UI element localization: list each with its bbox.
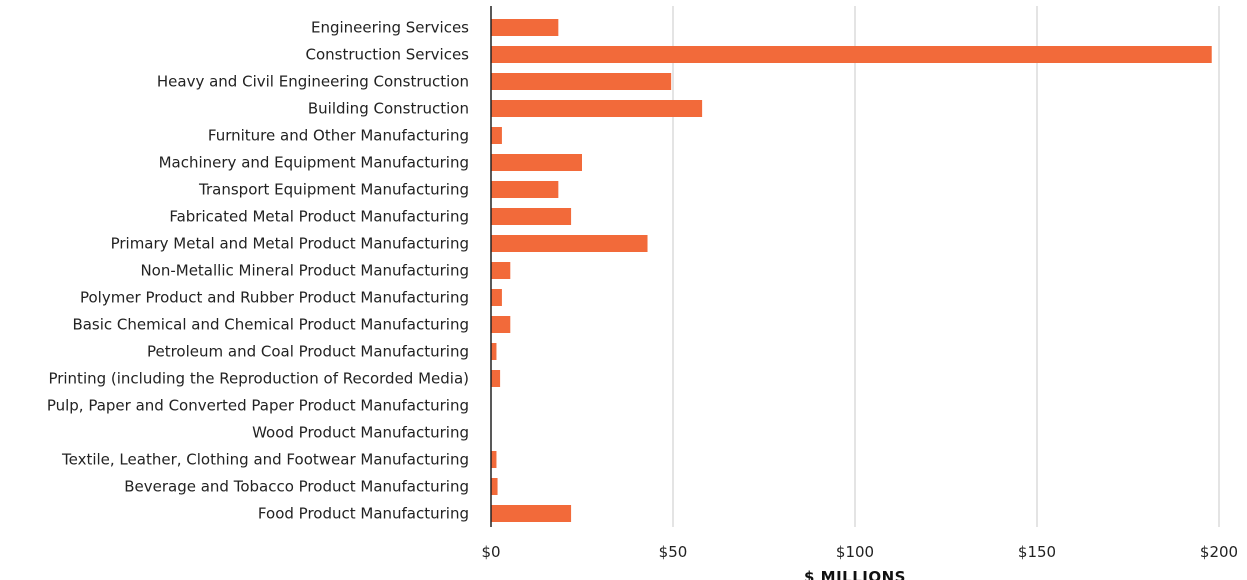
gridlines	[672, 6, 1220, 527]
bar	[491, 154, 582, 171]
category-label: Polymer Product and Rubber Product Manuf…	[80, 289, 469, 307]
x-tick-labels: $0 $50 $100 $150 $200	[481, 543, 1238, 561]
bar	[491, 19, 559, 36]
bars	[491, 19, 1212, 522]
bar	[491, 235, 648, 252]
category-label: Furniture and Other Manufacturing	[208, 127, 469, 145]
bar	[491, 208, 572, 225]
category-labels: Engineering Services Construction Service…	[47, 19, 469, 523]
x-tick-label: $100	[836, 543, 874, 561]
category-label: Fabricated Metal Product Manufacturing	[169, 208, 469, 226]
category-label: Petroleum and Coal Product Manufacturing	[147, 343, 469, 361]
bar	[491, 370, 501, 387]
x-axis-title: $ MILLIONS	[804, 568, 906, 580]
bar	[491, 478, 498, 495]
category-label: Textile, Leather, Clothing and Footwear …	[61, 451, 469, 469]
bar	[491, 289, 502, 306]
category-label: Engineering Services	[311, 19, 469, 37]
category-label: Primary Metal and Metal Product Manufact…	[111, 235, 469, 253]
category-label: Construction Services	[305, 46, 469, 64]
bar	[491, 100, 703, 117]
category-label: Machinery and Equipment Manufacturing	[159, 154, 469, 172]
category-label: Basic Chemical and Chemical Product Manu…	[72, 316, 469, 334]
category-label: Wood Product Manufacturing	[252, 424, 469, 442]
category-label: Transport Equipment Manufacturing	[198, 181, 469, 199]
bar	[491, 316, 511, 333]
category-label: Beverage and Tobacco Product Manufacturi…	[124, 478, 469, 496]
bar	[491, 181, 559, 198]
bar	[491, 127, 502, 144]
category-label: Printing (including the Reproduction of …	[48, 370, 469, 388]
bar	[491, 451, 497, 468]
category-label: Heavy and Civil Engineering Construction	[157, 73, 469, 91]
bar	[491, 262, 511, 279]
category-label: Building Construction	[308, 100, 469, 118]
bar	[491, 46, 1212, 63]
x-tick-label: $0	[481, 543, 500, 561]
bar	[491, 505, 572, 522]
x-tick-label: $200	[1200, 543, 1238, 561]
category-label: Pulp, Paper and Converted Paper Product …	[47, 397, 469, 415]
bar	[491, 73, 672, 90]
bar	[491, 343, 497, 360]
x-tick-label: $150	[1018, 543, 1056, 561]
x-tick-label: $50	[659, 543, 688, 561]
category-label: Non-Metallic Mineral Product Manufacturi…	[140, 262, 469, 280]
category-label: Food Product Manufacturing	[258, 505, 469, 523]
